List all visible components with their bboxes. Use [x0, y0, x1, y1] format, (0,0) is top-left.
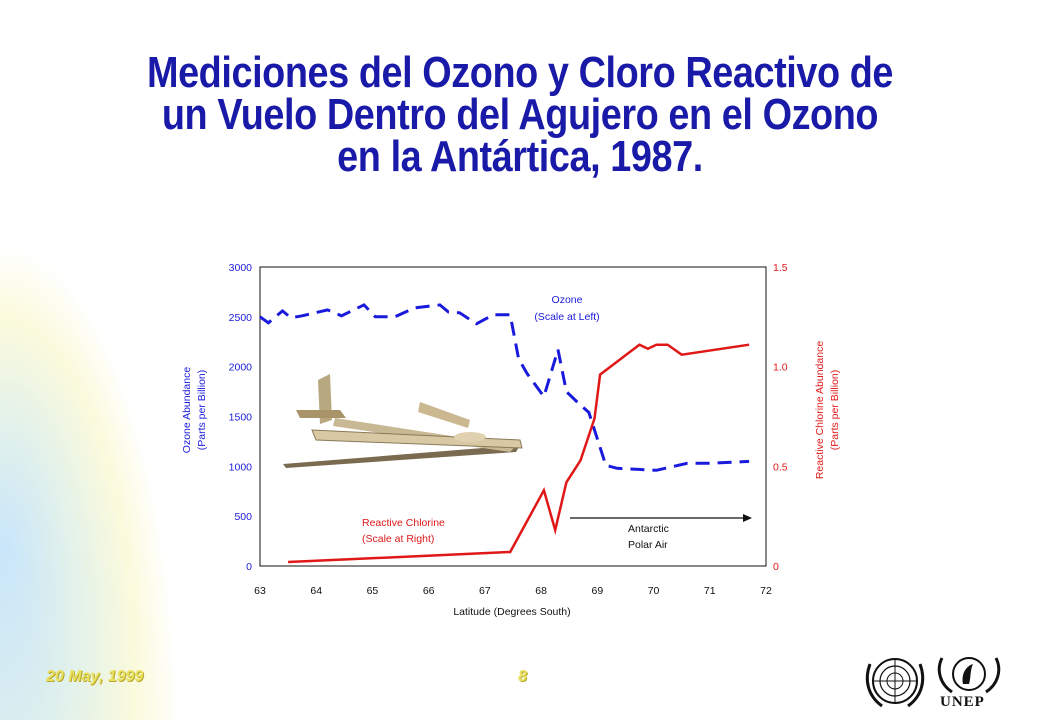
unep-logo-text: UNEP [940, 694, 985, 710]
chlorine-annotation-1: Reactive Chlorine [362, 517, 445, 529]
title-line-3: en la Antártica, 1987. [337, 132, 703, 181]
right-axis-label: Reactive Chlorine Abundance (Parts per B… [814, 341, 841, 480]
left-tick-label: 1000 [229, 461, 253, 473]
ozone-series-line [259, 303, 750, 472]
right-axis-ticks: 0 0.5 1.0 1.5 [773, 262, 788, 573]
left-axis-label: Ozone Abundance (Parts per Billion) [181, 367, 208, 454]
footer-date: 20 May, 1999 [46, 668, 144, 685]
left-axis-ticks: 0 500 1000 1500 2000 2500 3000 [229, 262, 253, 573]
chlorine-annotation-2: (Scale at Right) [362, 533, 434, 545]
x-tick-label: 67 [479, 585, 491, 597]
chlorine-series-line [288, 343, 750, 564]
slide-title: Mediciones del Ozono y Cloro Reactivo de… [107, 48, 933, 181]
right-axis-label-2: (Parts per Billion) [829, 370, 841, 451]
left-axis-label-2: (Parts per Billion) [196, 370, 208, 451]
polar-air-annotation-2: Polar Air [628, 539, 668, 551]
x-axis-label: Latitude (Degrees South) [453, 606, 570, 618]
left-tick-label: 3000 [229, 262, 253, 274]
unep-emblem-icon [937, 657, 1001, 694]
ozone-annotation-1: Ozone [552, 294, 583, 306]
left-axis-label-1: Ozone Abundance [181, 367, 193, 454]
un-emblem-icon [865, 658, 925, 708]
left-tick-label: 0 [246, 561, 252, 573]
x-tick-label: 64 [310, 585, 322, 597]
x-tick-label: 72 [760, 585, 772, 597]
x-tick-label: 69 [591, 585, 603, 597]
right-tick-label: 1.0 [773, 362, 788, 374]
x-tick-label: 71 [704, 585, 716, 597]
corner-swoosh [0, 90, 326, 720]
right-tick-label: 1.5 [773, 262, 788, 274]
right-tick-label: 0 [773, 561, 779, 573]
ozone-annotation-2: (Scale at Left) [534, 311, 599, 323]
x-tick-label: 66 [423, 585, 435, 597]
page-number: 8 [518, 668, 527, 685]
title-line-2: un Vuelo Dentro del Agujero en el Ozono [161, 90, 879, 139]
left-tick-label: 1500 [229, 412, 253, 424]
x-tick-label: 68 [535, 585, 547, 597]
x-tick-label: 70 [648, 585, 660, 597]
left-tick-label: 2500 [229, 312, 253, 324]
x-axis-ticks: 63 64 65 66 67 68 69 70 71 72 [254, 585, 772, 597]
polar-air-arrowhead [743, 514, 752, 522]
x-tick-label: 65 [367, 585, 379, 597]
polar-air-annotation-1: Antarctic [628, 523, 669, 535]
left-tick-label: 500 [234, 511, 252, 523]
title-line-1: Mediciones del Ozono y Cloro Reactivo de [146, 48, 894, 97]
x-tick-label: 63 [254, 585, 266, 597]
right-axis-label-1: Reactive Chlorine Abundance [814, 341, 826, 480]
er2-airplane-image [283, 374, 523, 468]
left-tick-label: 2000 [229, 362, 253, 374]
right-tick-label: 0.5 [773, 461, 788, 473]
